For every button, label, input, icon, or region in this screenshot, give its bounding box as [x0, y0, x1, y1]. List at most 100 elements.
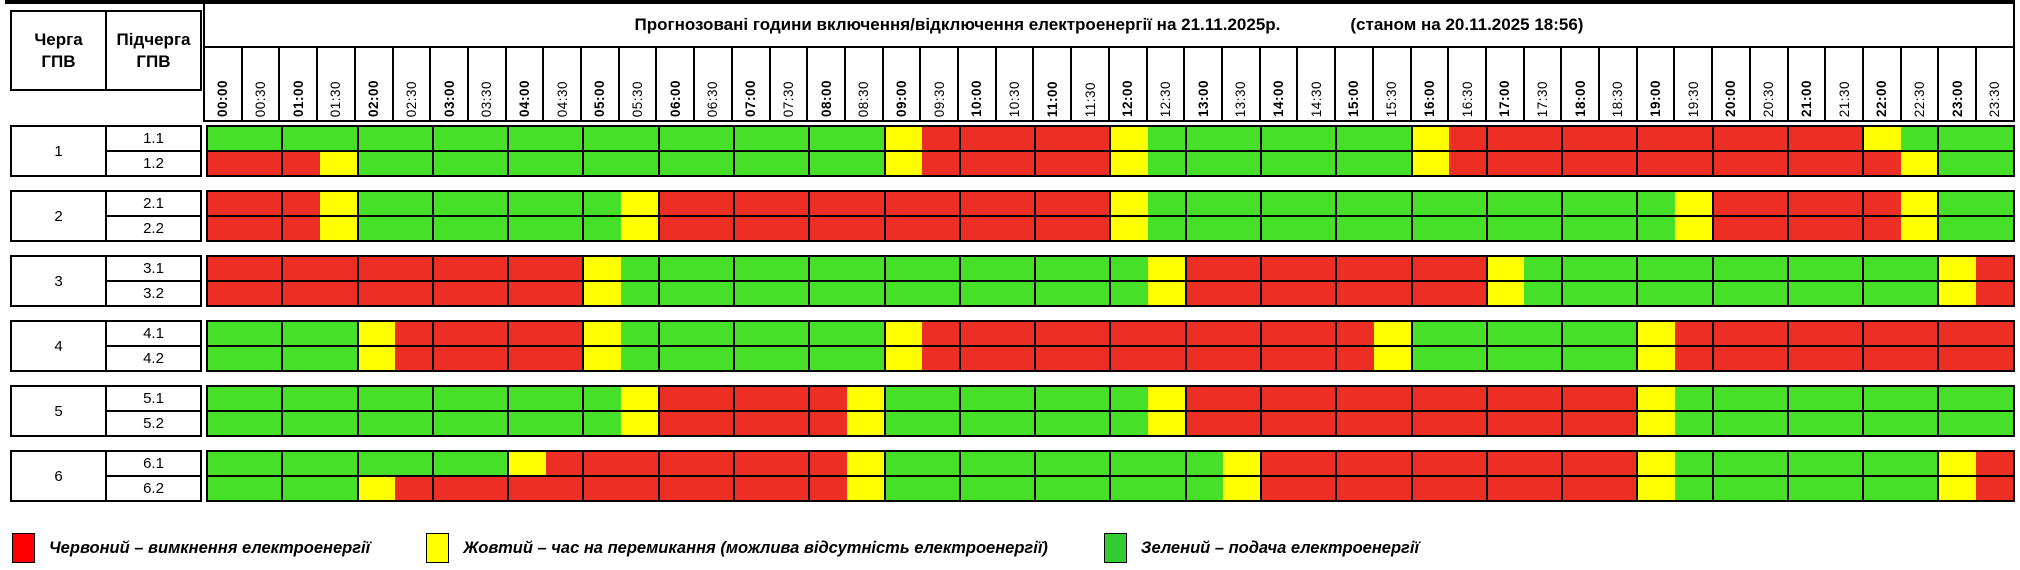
time-header-cell: 10:00	[957, 48, 995, 120]
schedule-slot	[281, 322, 320, 345]
schedule-slot	[1449, 127, 1486, 150]
schedule-slot	[319, 347, 357, 370]
schedule-slot	[545, 152, 583, 175]
schedule-slot	[1485, 282, 1525, 305]
schedule-slot	[696, 257, 733, 280]
schedule-slot	[1335, 387, 1374, 410]
schedule-slot	[1825, 412, 1863, 435]
schedule-slot	[621, 152, 658, 175]
time-header-cell: 02:30	[391, 48, 430, 120]
schedule-slot	[545, 192, 583, 215]
schedule-slot	[1259, 217, 1299, 240]
schedule-slot	[958, 347, 998, 370]
schedule-slot	[1825, 322, 1863, 345]
schedule-row	[208, 127, 2013, 150]
time-header-cell: 07:30	[768, 48, 807, 120]
schedule-slot	[883, 257, 923, 280]
schedule-slot	[1524, 322, 1562, 345]
schedule-slot	[1259, 387, 1299, 410]
time-header-cell: 06:30	[693, 48, 731, 120]
schedule-slot	[208, 387, 245, 410]
schedule-slot	[657, 322, 697, 345]
schedule-slot	[319, 127, 357, 150]
group-header: 3 3.1 3.2	[10, 255, 202, 307]
schedule-slot	[1373, 412, 1411, 435]
schedule-slot	[922, 152, 959, 175]
schedule-slot	[621, 257, 658, 280]
schedule-slot	[507, 192, 546, 215]
schedule-slot	[1298, 192, 1336, 215]
schedule-slot	[431, 127, 471, 150]
time-header-cell: 23:30	[1975, 48, 2013, 120]
schedule-slot	[1825, 387, 1863, 410]
schedule-slot	[545, 452, 583, 475]
schedule-slot	[997, 347, 1035, 370]
schedule-slot	[1786, 257, 1826, 280]
schedule-slot	[1335, 412, 1374, 435]
schedule-slot	[1599, 452, 1637, 475]
schedule-slot	[1410, 452, 1450, 475]
schedule-slot	[883, 152, 923, 175]
schedule-slot	[696, 412, 733, 435]
schedule-slot	[1072, 412, 1110, 435]
schedule-row	[208, 475, 2013, 500]
schedule-slot	[356, 152, 396, 175]
legend-item: Зелений – подача електроенергії	[1103, 533, 1419, 563]
time-header-cell: 21:00	[1786, 48, 1825, 120]
schedule-slot	[621, 322, 658, 345]
schedule-slot	[1674, 152, 1712, 175]
schedule-slot	[1786, 477, 1826, 500]
schedule-slot	[1072, 192, 1110, 215]
schedule-slot	[1674, 477, 1712, 500]
schedule-slot	[1976, 347, 2013, 370]
schedule-slot	[545, 412, 583, 435]
schedule-slot	[545, 257, 583, 280]
schedule-slot	[883, 387, 923, 410]
legend: Червоний – вимкнення електроенергії Жовти…	[12, 533, 1419, 563]
schedule-slot	[657, 127, 697, 150]
schedule-slot	[1561, 412, 1600, 435]
schedule-slot	[732, 322, 772, 345]
schedule-slot	[1223, 152, 1260, 175]
schedule-slot	[771, 152, 809, 175]
schedule-slot	[582, 217, 622, 240]
schedule-slot	[1034, 347, 1073, 370]
schedule-slot	[1561, 282, 1600, 305]
schedule-slot	[1259, 127, 1299, 150]
schedule-slot	[1259, 452, 1299, 475]
row-header-box: Черга ГПВ Підчерга ГПВ	[10, 10, 202, 91]
schedule-slot	[1524, 412, 1562, 435]
schedule-slot	[958, 412, 998, 435]
schedule-slot	[395, 127, 432, 150]
schedule-slot	[1636, 217, 1675, 240]
schedule-slot	[1335, 452, 1374, 475]
schedule-slot	[1599, 412, 1637, 435]
schedule-slot	[1072, 257, 1110, 280]
schedule-slot	[1259, 257, 1299, 280]
schedule-slot	[1335, 347, 1374, 370]
schedule-slot	[657, 282, 697, 305]
schedule-slot	[1750, 192, 1787, 215]
schedule-slot	[582, 412, 622, 435]
time-header-cell: 01:00	[278, 48, 316, 120]
schedule-slot	[1410, 152, 1450, 175]
schedule-slot	[281, 127, 320, 150]
schedule-slot	[1184, 322, 1224, 345]
schedule-slot	[1449, 257, 1486, 280]
schedule-slot	[1148, 257, 1185, 280]
queue-number: 5	[12, 387, 107, 435]
time-header-cell: 04:30	[542, 48, 580, 120]
schedule-slot	[582, 257, 622, 280]
schedule-slot	[883, 322, 923, 345]
group-band: 2 2.1 2.2	[10, 190, 2015, 242]
schedule-slot	[1636, 192, 1675, 215]
schedule-slot	[507, 387, 546, 410]
schedule-slot	[356, 127, 396, 150]
schedule-slot	[1862, 282, 1901, 305]
schedule-slot	[582, 347, 622, 370]
schedule-slot	[1750, 347, 1787, 370]
schedule-slot	[1072, 452, 1110, 475]
schedule-slot	[1109, 217, 1149, 240]
schedule-slot	[1223, 282, 1260, 305]
schedule-slot	[281, 412, 320, 435]
